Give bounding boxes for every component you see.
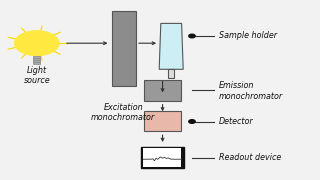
FancyBboxPatch shape <box>144 80 181 101</box>
FancyBboxPatch shape <box>143 148 181 167</box>
Text: Emission
monochromator: Emission monochromator <box>219 81 283 101</box>
Text: Sample holder: Sample holder <box>219 31 277 40</box>
FancyBboxPatch shape <box>168 69 174 78</box>
Circle shape <box>189 34 195 38</box>
Text: Excitation
monochromator: Excitation monochromator <box>91 103 155 122</box>
FancyBboxPatch shape <box>144 111 181 131</box>
FancyBboxPatch shape <box>112 11 136 86</box>
Circle shape <box>189 120 195 123</box>
FancyBboxPatch shape <box>141 147 184 168</box>
FancyBboxPatch shape <box>33 56 40 64</box>
Text: Light
source: Light source <box>23 66 50 85</box>
Text: Detector: Detector <box>219 117 254 126</box>
Circle shape <box>14 31 59 56</box>
Text: Readout device: Readout device <box>219 153 282 162</box>
Polygon shape <box>159 23 183 69</box>
